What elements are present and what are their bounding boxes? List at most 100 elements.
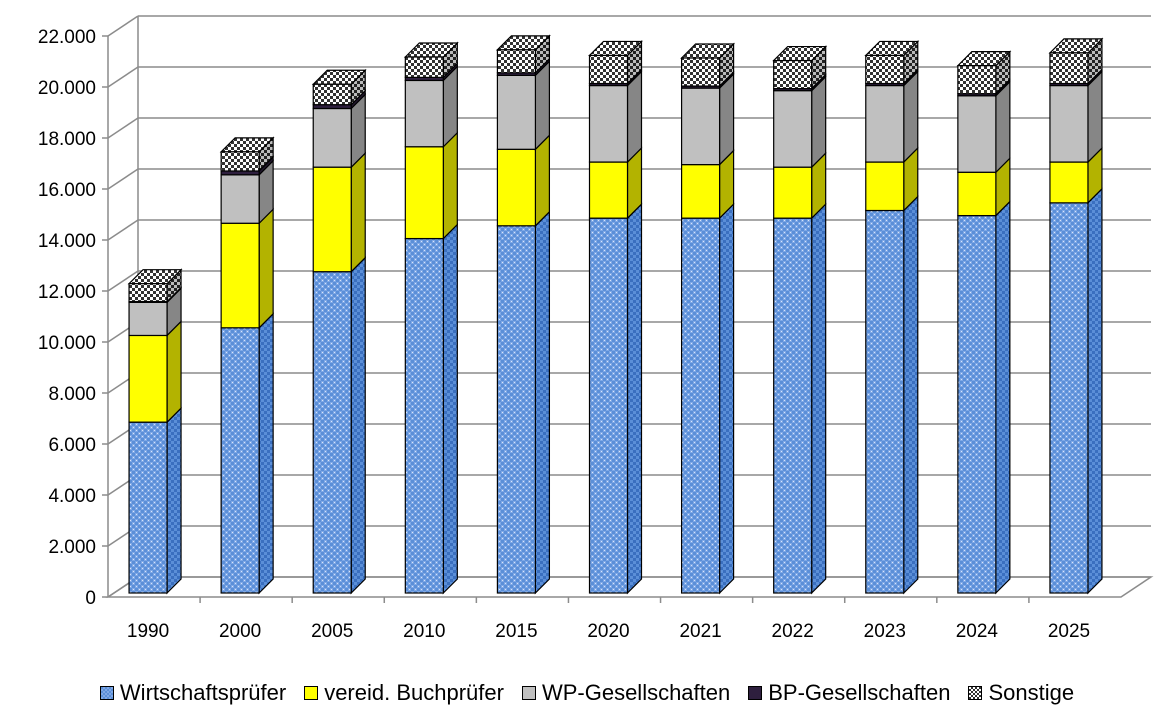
bar-side [534, 210, 551, 595]
bar [220, 174, 260, 224]
gridline-depth [107, 219, 139, 241]
gridline-depth [107, 117, 139, 139]
legend-item: vereid. Buchprüfer [304, 680, 504, 706]
bar-segment [404, 65, 458, 149]
x-tick-label: 1990 [127, 621, 169, 642]
x-tick-label: 2000 [219, 621, 261, 642]
bar [773, 90, 813, 168]
bar-segment [680, 149, 735, 220]
bar-segment [496, 210, 551, 595]
bar-segment [220, 207, 274, 330]
bar-side [1087, 70, 1103, 164]
bar-segment [864, 40, 920, 85]
x-tick-label: 2025 [1048, 621, 1090, 642]
legend-label: Wirtschaftsprüfer [119, 680, 287, 705]
x-tick-label: 2022 [772, 621, 814, 642]
bar [312, 83, 352, 106]
y-tick-label: 0 [85, 588, 96, 609]
y-tick-label: 12.000 [38, 282, 96, 303]
bar-segment [404, 131, 458, 240]
legend-swatch [521, 686, 536, 700]
bar [865, 209, 905, 594]
bar [312, 166, 352, 273]
bar-side [903, 195, 919, 595]
bar [957, 171, 997, 217]
bar [773, 166, 813, 219]
gridline-depth [107, 15, 139, 37]
bar-side [442, 223, 458, 595]
legend-item: Wirtschaftsprüfer [99, 680, 287, 706]
y-tick-label: 14.000 [38, 231, 96, 252]
bar-side [350, 256, 366, 595]
legend-item: WP-Gesellschaften [521, 680, 730, 706]
y-tick-label: 18.000 [38, 129, 96, 150]
legend-item: Sonstige [968, 680, 1074, 706]
y-tick-label: 22.000 [38, 27, 96, 48]
bar-side [811, 75, 827, 169]
x-tick-label: 2005 [311, 621, 353, 642]
bar [957, 215, 997, 594]
floor [105, 576, 1154, 598]
bar-segment [220, 155, 274, 177]
bar-segment [127, 268, 183, 303]
bar [128, 334, 168, 423]
bar [957, 65, 997, 95]
legend-swatch [99, 686, 114, 700]
bar-segment [1049, 187, 1103, 595]
bar-segment [865, 146, 919, 212]
bar [404, 146, 444, 240]
bar-side [903, 70, 919, 164]
legend-swatch [304, 686, 319, 700]
bar [1049, 161, 1089, 204]
bar [680, 217, 721, 594]
bar [496, 225, 537, 594]
bar-side [534, 133, 551, 228]
bar [773, 217, 813, 594]
bar [588, 54, 629, 85]
bar [1049, 202, 1089, 594]
gridline-depth [107, 168, 139, 190]
gridline-depth [107, 66, 139, 88]
bar-side [626, 202, 643, 595]
bar-side [350, 151, 366, 274]
legend-label: BP-Gesellschaften [768, 680, 951, 705]
bar-segment [588, 40, 643, 85]
bar [128, 421, 168, 594]
bar [865, 161, 905, 212]
y-tick-label: 6.000 [48, 435, 96, 456]
bar-side [995, 80, 1011, 174]
bar-segment [403, 41, 459, 79]
x-tick-label: 2024 [956, 621, 999, 642]
bar [588, 84, 629, 163]
bar [588, 161, 629, 219]
bar-segment [311, 68, 367, 107]
bar-segment [128, 286, 182, 337]
bar [312, 107, 352, 168]
bar-side [718, 72, 735, 167]
x-tick-label: 2020 [587, 621, 629, 642]
bar [865, 54, 905, 85]
bar [588, 217, 629, 594]
x-tick-label: 2010 [403, 621, 445, 642]
bar-side [995, 200, 1011, 595]
bar-segment [1049, 70, 1103, 164]
bar [220, 222, 260, 329]
y-tick-label: 20.000 [38, 78, 96, 99]
y-tick-label: 10.000 [38, 333, 96, 354]
bar-segment [772, 45, 828, 91]
bar [957, 95, 997, 173]
bar-segment [865, 195, 919, 595]
x-tick-label: 2021 [679, 621, 721, 642]
bar-segment [312, 256, 366, 595]
bar-segment [312, 151, 366, 274]
chart: 0 2.000 4.000 6.000 8.000 10.000 12.000 14.000 1… [38, 15, 1154, 642]
bar [773, 59, 813, 90]
gridline-depth [107, 270, 139, 292]
bar-segment [496, 133, 551, 228]
bar-segment [588, 146, 643, 220]
bar-segment [588, 202, 643, 595]
bar [220, 327, 260, 594]
legend-label: Sonstige [988, 680, 1075, 705]
bar-side [258, 312, 274, 595]
bar-side [166, 406, 182, 595]
